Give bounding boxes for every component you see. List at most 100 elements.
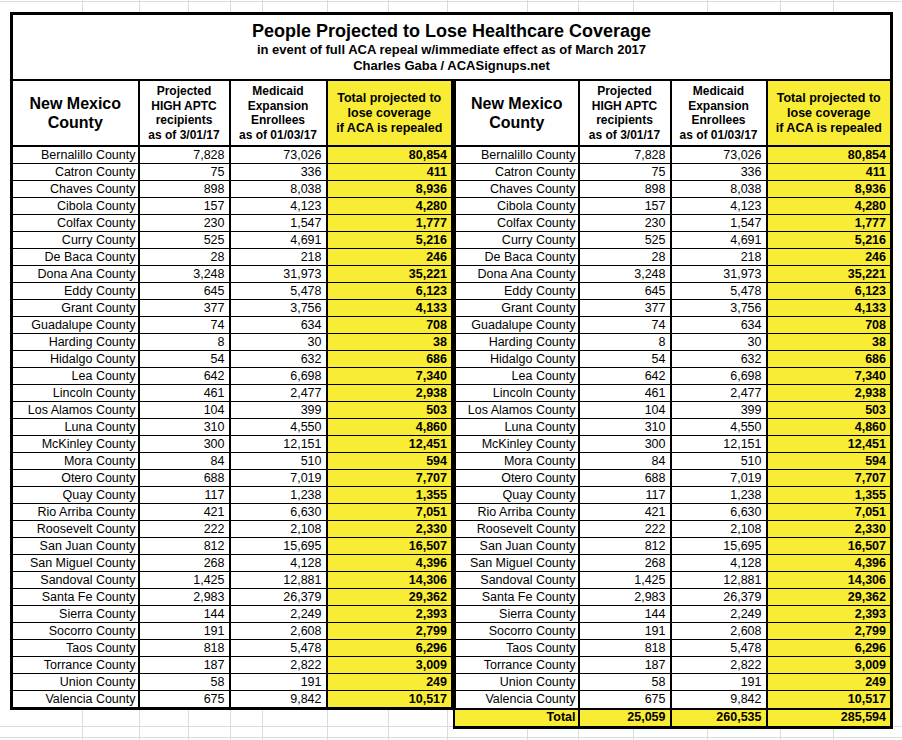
left-medicaid-cell: 4,128: [230, 555, 327, 572]
left-county-cell: Eddy County: [12, 283, 139, 300]
left-medicaid-cell: 4,550: [230, 419, 327, 436]
right-aptc-cell: 675: [579, 691, 671, 709]
right-total-cell: 249: [767, 674, 892, 691]
right-aptc-cell: 812: [579, 538, 671, 555]
right-county-cell: McKinley County: [454, 436, 579, 453]
left-county-cell: Santa Fe County: [12, 589, 139, 606]
left-aptc-cell: 75: [139, 164, 230, 181]
left-medicaid-cell: 4,691: [230, 232, 327, 249]
left-total-cell: 38: [327, 334, 454, 351]
left-medicaid-cell: 8,038: [230, 181, 327, 198]
right-total-cell: 7,051: [767, 504, 892, 521]
right-medicaid-cell: 15,695: [671, 538, 767, 555]
right-county-cell: Rio Arriba County: [454, 504, 579, 521]
table-row: De Baca County28218246De Baca County2821…: [12, 249, 892, 266]
spreadsheet-canvas: People Projected to Lose Healthcare Cove…: [0, 0, 902, 740]
page-subtitle: in event of full ACA repeal w/immediate …: [16, 42, 887, 58]
left-medicaid-cell: 4,123: [230, 198, 327, 215]
table-row: Valencia County6759,84210,517Valencia Co…: [12, 691, 892, 709]
right-total-cell: 80,854: [767, 146, 892, 164]
left-medicaid-cell: 2,477: [230, 385, 327, 402]
right-county-cell: Otero County: [454, 470, 579, 487]
left-county-cell: Union County: [12, 674, 139, 691]
table-row: Rio Arriba County4216,6307,051Rio Arriba…: [12, 504, 892, 521]
left-total-cell: 7,340: [327, 368, 454, 385]
left-total-cell: 35,221: [327, 266, 454, 283]
column-header-row: New Mexico County Projected HIGH APTC re…: [12, 80, 892, 146]
left-total-cell: 249: [327, 674, 454, 691]
left-aptc-cell: 645: [139, 283, 230, 300]
right-county-cell: Los Alamos County: [454, 402, 579, 419]
right-county-cell: San Juan County: [454, 538, 579, 555]
left-county-cell: Guadalupe County: [12, 317, 139, 334]
right-county-cell: Eddy County: [454, 283, 579, 300]
right-medicaid-cell: 1,547: [671, 215, 767, 232]
table-row: Colfax County2301,5471,777Colfax County2…: [12, 215, 892, 232]
right-medicaid-cell: 8,038: [671, 181, 767, 198]
left-medicaid-cell: 9,842: [230, 691, 327, 709]
left-county-cell: Bernalillo County: [12, 146, 139, 164]
left-aptc-cell: 74: [139, 317, 230, 334]
left-total-cell: 708: [327, 317, 454, 334]
left-county-cell: Curry County: [12, 232, 139, 249]
left-county-cell: Mora County: [12, 453, 139, 470]
right-total-cell: 1,777: [767, 215, 892, 232]
table-row: San Juan County81215,69516,507San Juan C…: [12, 538, 892, 555]
right-medicaid-cell: 73,026: [671, 146, 767, 164]
right-medicaid-cell: 632: [671, 351, 767, 368]
right-aptc-cell: 222: [579, 521, 671, 538]
right-county-cell: Catron County: [454, 164, 579, 181]
right-county-header: New Mexico County: [454, 80, 579, 146]
total-aptc-cell: 25,059: [579, 709, 671, 728]
right-total-header: Total projected to lose coverage if ACA …: [767, 80, 892, 146]
right-medicaid-cell: 2,249: [671, 606, 767, 623]
left-aptc-cell: 898: [139, 181, 230, 198]
right-total-cell: 29,362: [767, 589, 892, 606]
right-medicaid-cell: 4,691: [671, 232, 767, 249]
right-medicaid-cell: 4,128: [671, 555, 767, 572]
table-row: Taos County8185,4786,296Taos County8185,…: [12, 640, 892, 657]
right-total-cell: 1,355: [767, 487, 892, 504]
right-medicaid-cell: 12,151: [671, 436, 767, 453]
right-aptc-cell: 75: [579, 164, 671, 181]
left-total-cell: 4,133: [327, 300, 454, 317]
left-medicaid-cell: 12,151: [230, 436, 327, 453]
left-total-cell: 4,396: [327, 555, 454, 572]
left-aptc-cell: 642: [139, 368, 230, 385]
left-total-cell: 7,051: [327, 504, 454, 521]
right-aptc-cell: 642: [579, 368, 671, 385]
right-county-cell: Chaves County: [454, 181, 579, 198]
right-medicaid-cell: 634: [671, 317, 767, 334]
right-aptc-cell: 144: [579, 606, 671, 623]
left-medicaid-cell: 3,756: [230, 300, 327, 317]
right-aptc-cell: 461: [579, 385, 671, 402]
left-medicaid-cell: 31,973: [230, 266, 327, 283]
right-total-cell: 2,393: [767, 606, 892, 623]
table-row: Sierra County1442,2492,393Sierra County1…: [12, 606, 892, 623]
left-county-cell: Otero County: [12, 470, 139, 487]
left-total-header: Total projected to lose coverage if ACA …: [327, 80, 454, 146]
right-county-cell: Harding County: [454, 334, 579, 351]
page-title: People Projected to Lose Healthcare Cove…: [16, 20, 887, 42]
left-county-cell: Sandoval County: [12, 572, 139, 589]
right-total-cell: 7,707: [767, 470, 892, 487]
left-total-cell: 2,393: [327, 606, 454, 623]
table-row: McKinley County30012,15112,451McKinley C…: [12, 436, 892, 453]
right-medicaid-cell: 7,019: [671, 470, 767, 487]
left-medicaid-cell: 510: [230, 453, 327, 470]
left-aptc-cell: 421: [139, 504, 230, 521]
table-row: Curry County5254,6915,216Curry County525…: [12, 232, 892, 249]
left-medicaid-cell: 634: [230, 317, 327, 334]
left-total-cell: 4,280: [327, 198, 454, 215]
table-row: Bernalillo County7,82873,02680,854Bernal…: [12, 146, 892, 164]
right-aptc-cell: 187: [579, 657, 671, 674]
left-total-cell: 7,707: [327, 470, 454, 487]
left-aptc-cell: 191: [139, 623, 230, 640]
table-row: Torrance County1872,8223,009Torrance Cou…: [12, 657, 892, 674]
coverage-table: People Projected to Lose Healthcare Cove…: [10, 12, 893, 729]
right-medicaid-cell: 2,477: [671, 385, 767, 402]
right-total-cell: 8,936: [767, 181, 892, 198]
table-row: Catron County75336411Catron County753364…: [12, 164, 892, 181]
right-total-cell: 4,860: [767, 419, 892, 436]
table-row: Otero County6887,0197,707Otero County688…: [12, 470, 892, 487]
